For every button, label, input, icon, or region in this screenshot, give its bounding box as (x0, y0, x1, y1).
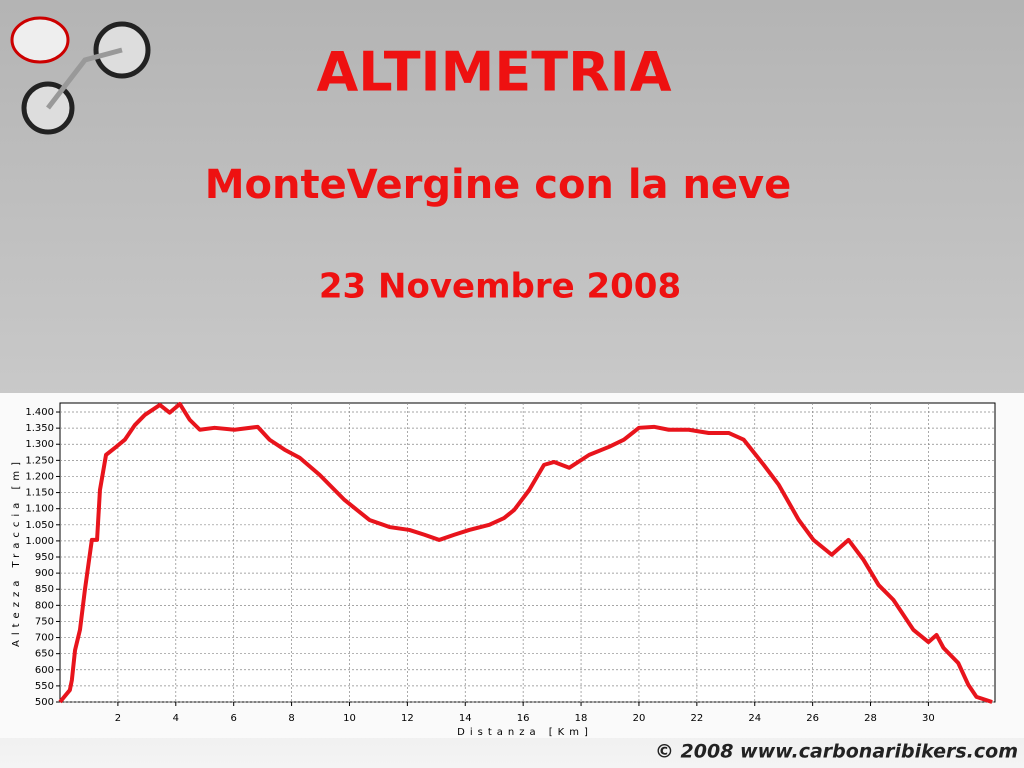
x-tick-label: 28 (864, 713, 877, 724)
x-tick-label: 12 (401, 713, 414, 724)
x-tick-label: 6 (230, 713, 236, 724)
x-tick-label: 16 (517, 713, 530, 724)
title: ALTIMETRIA (316, 41, 671, 104)
y-tick-label: 1.100 (25, 504, 54, 515)
y-tick-label: 950 (35, 552, 54, 563)
x-tick-label: 24 (748, 713, 761, 724)
x-axis-label: Distanza [Km] (457, 727, 593, 738)
footer: © 2008 www.carbonaribikers.com (655, 741, 1018, 763)
x-tick-label: 30 (922, 713, 935, 724)
y-axis-label: Altezza Traccia [m] (11, 457, 22, 647)
x-tick-label: 22 (690, 713, 703, 724)
y-tick-label: 750 (35, 616, 54, 627)
bike-logo (10, 16, 151, 135)
y-tick-label: 900 (35, 568, 54, 579)
y-tick-label: 800 (35, 600, 54, 611)
y-tick-label: 1.200 (25, 471, 54, 482)
elevation-line (58, 401, 993, 704)
x-tick-label: 2 (115, 713, 121, 724)
y-tick-label: 1.150 (25, 488, 54, 499)
x-tick-label: 10 (343, 713, 356, 724)
y-tick-label: 1.400 (25, 407, 54, 418)
x-tick-label: 18 (575, 713, 588, 724)
y-tick-label: 600 (35, 665, 54, 676)
y-tick-label: 550 (35, 681, 54, 692)
y-tick-label: 1.300 (25, 439, 54, 450)
x-tick-label: 8 (288, 713, 294, 724)
x-tick-label: 20 (633, 713, 646, 724)
y-tick-label: 1.250 (25, 455, 54, 466)
plot-area (59, 402, 996, 703)
subtitle: MonteVergine con la neve (205, 162, 792, 208)
date: 23 Novembre 2008 (319, 267, 681, 307)
y-tick-label: 850 (35, 584, 54, 595)
y-tick-label: 1.350 (25, 423, 54, 434)
y-tick-label: 1.050 (25, 520, 54, 531)
y-tick-label: 700 (35, 633, 54, 644)
y-tick-label: 1.000 (25, 536, 54, 547)
y-tick-label: 500 (35, 697, 54, 708)
x-tick-label: 4 (173, 713, 179, 724)
x-tick-label: 26 (806, 713, 819, 724)
y-tick-label: 650 (35, 649, 54, 660)
x-tick-label: 14 (459, 713, 472, 724)
